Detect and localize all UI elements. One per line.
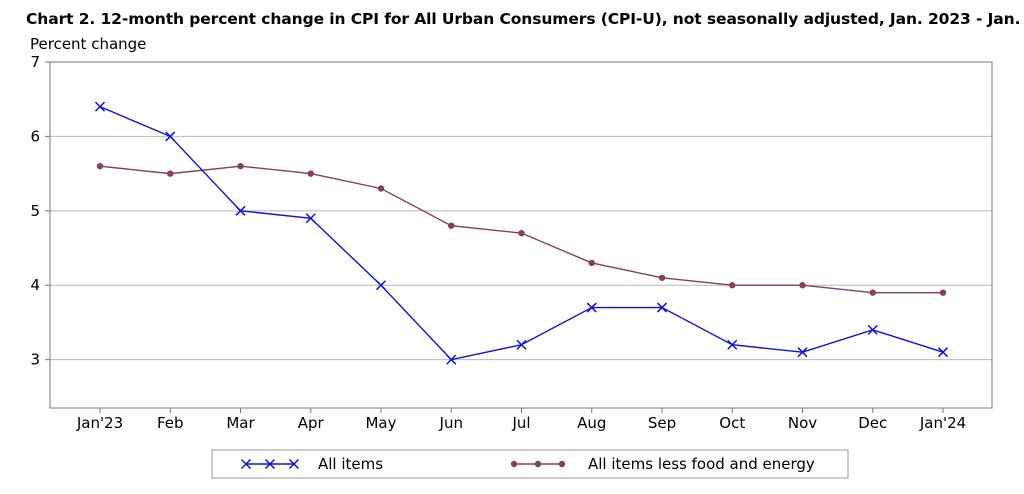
x-tick-label: Jun (439, 414, 463, 432)
y-tick-label: 4 (30, 276, 40, 294)
y-axis: 3 4 5 6 7 (30, 53, 50, 369)
x-tick-label: Oct (719, 414, 745, 432)
legend: All items All items less food and energy (211, 449, 849, 479)
data-point (167, 170, 174, 177)
data-point (165, 131, 176, 142)
x-tick-label: Jul (511, 414, 530, 432)
data-point (586, 302, 597, 313)
legend-marker (510, 460, 518, 468)
data-point (307, 170, 314, 177)
data-point (797, 347, 808, 358)
data-point (939, 289, 947, 296)
data-point (518, 229, 525, 237)
x-tick-label: Jan'24 (919, 414, 966, 432)
data-point (727, 339, 738, 350)
gridlines (50, 61, 992, 361)
data-point (375, 280, 387, 291)
legend-item: All items (240, 455, 383, 473)
x-axis: Jan'23 Feb Mar Apr May Jun Jul Aug Sep Oct Nov Dec J… (76, 408, 966, 432)
data-point (867, 324, 878, 335)
x-tick-label: Nov (788, 414, 817, 432)
legend-marker (558, 460, 566, 468)
data-point (937, 347, 949, 358)
legend-item: All items less food and energy (510, 455, 815, 473)
data-point (377, 185, 385, 192)
series-group (94, 101, 949, 365)
data-point (516, 339, 527, 350)
data-point (869, 289, 876, 296)
data-point (656, 302, 668, 313)
legend-marker (264, 458, 276, 470)
legend-label: All items less food and energy (588, 455, 815, 473)
y-tick-label: 5 (30, 202, 40, 220)
data-point (729, 282, 736, 289)
data-point (446, 354, 457, 365)
data-point (799, 282, 806, 289)
chart-title: Chart 2. 12-month percent change in CPI … (26, 10, 1024, 28)
data-point (237, 162, 244, 170)
x-tick-label: Apr (298, 414, 325, 432)
legend-marker (534, 460, 542, 468)
y-tick-label: 6 (30, 127, 40, 145)
x-tick-label: Aug (577, 414, 606, 432)
data-point (658, 274, 666, 281)
data-point (94, 101, 106, 112)
y-tick-label: 7 (30, 53, 40, 71)
data-point (305, 213, 316, 224)
series-all-items (94, 101, 949, 365)
x-tick-label: Feb (157, 414, 184, 432)
y-axis-label: Percent change (30, 35, 147, 53)
x-tick-label: May (365, 414, 396, 432)
data-point (235, 205, 246, 216)
x-tick-label: Dec (858, 414, 887, 432)
data-point (448, 222, 455, 229)
series-line (99, 165, 943, 294)
legend-marker (288, 458, 300, 470)
x-tick-label: Mar (226, 414, 255, 432)
legend-label: All items (318, 455, 383, 473)
x-tick-label: Sep (648, 414, 676, 432)
data-point (96, 162, 104, 170)
x-tick-label: Jan'23 (76, 414, 123, 432)
y-tick-label: 3 (30, 351, 40, 369)
legend-marker (240, 458, 252, 470)
series-all-items-less-food-and-energy (96, 162, 947, 296)
data-point (588, 259, 595, 267)
